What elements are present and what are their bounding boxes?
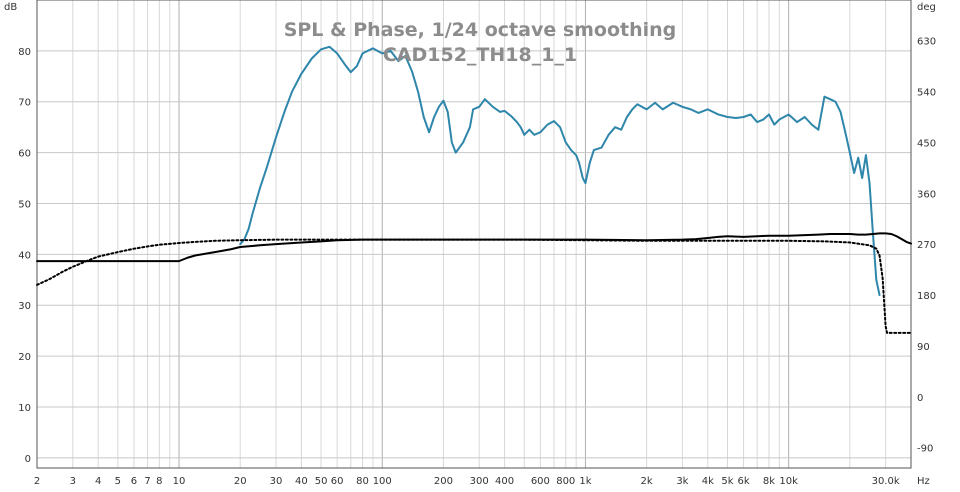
- x-tick-label: 800: [556, 476, 575, 487]
- series-layer: [36, 45, 912, 334]
- y-left-tick-label: 50: [18, 199, 31, 210]
- x-tick-label: 5k: [721, 476, 733, 487]
- y-right-tick-label: 0: [917, 393, 923, 404]
- x-tick-label: 6k: [737, 476, 749, 487]
- x-tick-label: 2: [34, 476, 40, 487]
- minimum-phase-curve-line: [36, 238, 912, 334]
- y-left-tick-label: 60: [18, 149, 31, 160]
- y-left-tick-label: 30: [18, 301, 31, 312]
- x-tick-label: 5: [115, 476, 121, 487]
- y-left-tick-label: 20: [18, 352, 31, 363]
- x-tick-label: 3: [70, 476, 76, 487]
- plot-frame: [36, 0, 912, 469]
- phase-curve-line: [36, 232, 912, 263]
- x-tick-label: 6: [131, 476, 137, 487]
- chart-subtitle: CAD152_TH18_1_1: [383, 44, 577, 66]
- x-tick-label: 8: [156, 476, 162, 487]
- x-tick-label: 3k: [676, 476, 688, 487]
- x-tick-label: 10k: [779, 476, 798, 487]
- y-right-tick-label: 540: [917, 88, 936, 99]
- x-tick-label: 60: [331, 476, 344, 487]
- left-unit-label: dB: [4, 2, 17, 13]
- y-left-tick-label: 80: [18, 47, 31, 58]
- x-tick-label: 10: [173, 476, 186, 487]
- x-tick-label: 300: [470, 476, 489, 487]
- x-tick-label: 1k: [579, 476, 591, 487]
- x-tick-label: 200: [434, 476, 453, 487]
- x-tick-label: 80: [356, 476, 369, 487]
- minor-gridlines: [36, 0, 912, 468]
- x-tick-label: 8k: [763, 476, 775, 487]
- x-tick-label: 20: [234, 476, 247, 487]
- y-right-tick-label: 180: [917, 291, 936, 302]
- y-right-tick-label: 630: [917, 37, 936, 48]
- y-right-tick-label: 90: [917, 342, 930, 353]
- x-tick-label: 400: [495, 476, 514, 487]
- x-tick-label: 50: [315, 476, 328, 487]
- y-right-tick-label: 450: [917, 138, 936, 149]
- x-tick-labels: 2 3 4 5 6 7 8 10 20 30 40 50 60 80 100 200 300 400 600 800 1…: [34, 476, 900, 487]
- x-tick-label: 4k: [702, 476, 714, 487]
- chart-title: SPL & Phase, 1/24 octave smoothing: [284, 19, 677, 41]
- y-left-tick-label: 10: [18, 403, 31, 414]
- y-right-tick-labels: -90 0 90 180 270 360 450 540 630: [917, 37, 936, 455]
- x-tick-label: 2k: [641, 476, 653, 487]
- x-tick-label: 4: [95, 476, 101, 487]
- y-right-tick-label: 360: [917, 189, 936, 200]
- x-tick-label: 600: [531, 476, 550, 487]
- y-left-tick-label: 0: [25, 454, 31, 465]
- y-right-tick-label: -90: [917, 444, 933, 455]
- right-unit-label: deg: [917, 2, 936, 13]
- x-unit-label: Hz: [917, 476, 930, 487]
- x-tick-label: 30.0k: [872, 476, 900, 487]
- y-left-tick-labels: 0 10 20 30 40 50 60 70 80: [18, 47, 31, 465]
- x-tick-label: 30: [270, 476, 283, 487]
- y-right-tick-label: 270: [917, 240, 936, 251]
- y-left-tick-label: 70: [18, 98, 31, 109]
- x-tick-label: 40: [295, 476, 308, 487]
- spl-curve-line: [239, 45, 881, 297]
- y-left-tick-label: 40: [18, 250, 31, 261]
- major-gridlines: [37, 0, 911, 468]
- x-tick-label: 7: [144, 476, 150, 487]
- x-tick-label: 100: [373, 476, 392, 487]
